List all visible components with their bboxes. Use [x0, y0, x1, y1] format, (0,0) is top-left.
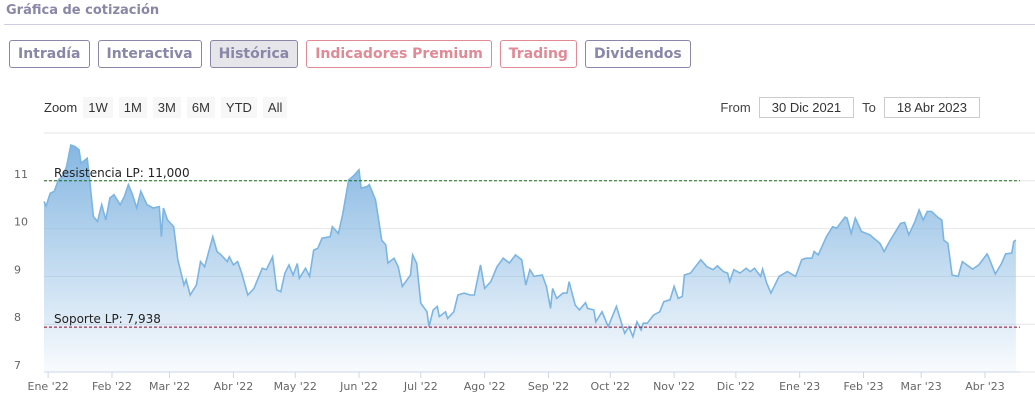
from-date-input[interactable]: 30 Dic 2021	[758, 97, 855, 118]
x-tick-label: Jul '22	[403, 380, 438, 393]
y-tick-label: 11	[14, 168, 28, 181]
x-tick-label: Ene '23	[779, 380, 820, 393]
tab-dividendos[interactable]: Dividendos	[584, 40, 691, 68]
tab-historica[interactable]: Histórica	[209, 40, 299, 68]
zoom-6m-button[interactable]: 6M	[186, 97, 215, 118]
date-range: From 30 Dic 2021 To 18 Abr 2023	[720, 97, 980, 118]
from-label: From	[720, 100, 751, 115]
x-tick-label: Mar '23	[901, 380, 942, 393]
tab-interactiva[interactable]: Interactiva	[97, 40, 202, 68]
to-label: To	[862, 100, 876, 115]
tab-indicadores-premium[interactable]: Indicadores Premium	[306, 40, 492, 68]
x-tick-label: Oct '22	[590, 380, 630, 393]
tab-intradia[interactable]: Intradía	[9, 40, 90, 68]
zoom-label: Zoom	[44, 100, 78, 115]
x-tick-label: Ene '22	[28, 380, 69, 393]
x-tick-label: Abr '22	[214, 380, 254, 393]
x-tick-label: Dic '22	[717, 380, 755, 393]
zoom-ytd-button[interactable]: YTD	[220, 97, 257, 118]
zoom-1m-button[interactable]: 1M	[118, 97, 147, 118]
x-tick-label: Jun '22	[339, 380, 378, 393]
zoom-1w-button[interactable]: 1W	[83, 97, 113, 118]
x-tick-label: May '22	[274, 380, 317, 393]
y-tick-label: 8	[14, 311, 21, 324]
price-area	[44, 145, 1016, 372]
y-tick-label: 10	[14, 216, 28, 229]
zoom-all-button[interactable]: All	[262, 97, 288, 118]
y-tick-label: 7	[14, 359, 21, 372]
x-tick-label: Feb '22	[92, 380, 132, 393]
zoom-selector: Zoom 1W 1M 3M 6M YTD All	[44, 97, 288, 118]
support-label: Soporte LP: 7,938	[54, 312, 161, 326]
page-title: Gráfica de cotización	[6, 3, 160, 18]
resistance-label: Resistencia LP: 11,000	[54, 166, 190, 180]
chart-tabs: Intradía Interactiva Histórica Indicador…	[9, 40, 691, 68]
price-line	[43, 143, 1017, 340]
divider	[4, 24, 1035, 25]
x-tick-label: Abr '23	[965, 380, 1005, 393]
tab-trading[interactable]: Trading	[499, 40, 577, 68]
x-tick-label: Sep '22	[528, 380, 569, 393]
x-tick-label: Ago '22	[464, 380, 506, 393]
y-tick-label: 9	[14, 263, 21, 276]
x-tick-label: Feb '23	[844, 380, 884, 393]
x-tick-label: Mar '22	[149, 380, 190, 393]
to-date-input[interactable]: 18 Abr 2023	[883, 97, 980, 118]
zoom-3m-button[interactable]: 3M	[152, 97, 181, 118]
x-tick-label: Nov '22	[653, 380, 695, 393]
